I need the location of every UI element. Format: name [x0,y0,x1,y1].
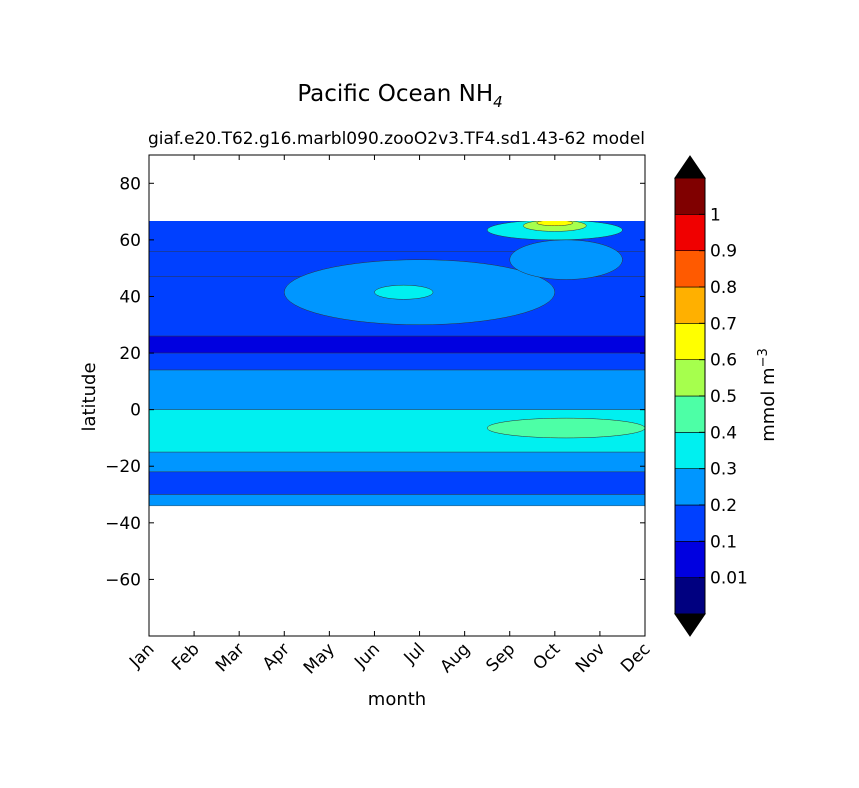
x-tick-label: Nov [572,639,610,677]
y-tick-label: 20 [119,344,141,364]
contour-patch [509,239,623,280]
plot-frame [148,154,646,637]
colorbar-segment [674,250,706,288]
colorbar-segment [674,177,706,215]
colorbar-tick-label: 0.8 [710,278,737,298]
contour-band [149,494,645,507]
contour-fields [149,221,645,507]
colorbar-segment [674,286,706,324]
y-tick-label: 60 [119,231,141,251]
colorbar-tick-label: 0.7 [710,314,737,334]
colorbar-tick-label: 0.01 [710,569,748,589]
colorbar: 0.01 0.1 0.2 0.3 0.4 0.5 0.6 0.7 0.8 0.9 1 [674,155,748,637]
colorbar-extend-min [674,613,706,637]
colorbar-segment [674,577,706,615]
colorbar-segment [674,395,706,433]
colorbar-tick-label: 0.5 [710,387,737,407]
x-tick-label: Jan [125,639,158,672]
y-tick-label: −40 [105,514,141,534]
x-tick-label: Aug [437,639,475,677]
x-tick-label: Jun [350,639,384,673]
colorbar-tick-label: 0.4 [710,423,737,443]
y-axis-label: latitude [79,362,100,431]
y-tick-label: 0 [130,401,141,421]
contour-patch [486,417,645,439]
colorbar-segment [674,541,706,578]
colorbar-tick-label: 1 [710,205,721,225]
plot-area: 80 60 40 20 0 −20 −40 −60 Jan Feb Mar Apr May Jun Jul… [105,154,655,678]
contour-band [149,451,645,473]
x-tick-label: May [300,639,339,678]
title-subscript: 4 [493,93,503,111]
y-tick-label: −60 [105,570,141,590]
colorbar-segment [674,214,706,251]
colorbar-tick-label: 0.6 [710,351,737,371]
colorbar-segment [674,432,706,469]
y-axis-ticks: 80 60 40 20 0 −20 −40 −60 [105,174,645,590]
contour-band [149,471,645,495]
chart-title: Pacific Ocean NH4 [297,81,502,111]
subtitle-left: giaf.e20.T62.g16.marbl090.zooO2v3.TF4.sd… [148,129,586,149]
colorbar-tick-label: 0.1 [710,532,737,552]
subtitle-right: model [592,129,645,149]
contour-patch [374,284,434,300]
contour-band [149,369,645,410]
colorbar-tick-label: 0.9 [710,242,737,262]
colorbar-label: mmol m−3 [756,348,779,442]
contour-patch [536,221,574,226]
colorbar-extend-max [674,155,706,179]
x-tick-label: Jul [400,639,429,668]
y-tick-label: 80 [119,174,141,194]
y-tick-label: −20 [105,457,141,477]
colorbar-segment [674,504,706,542]
x-tick-label: Dec [617,639,654,676]
x-tick-label: Sep [482,639,519,676]
y-tick-label: 40 [119,287,141,307]
colorbar-label-exponent: −3 [756,348,771,367]
colorbar-segment [674,359,706,397]
contour-band [149,352,645,371]
colorbar-segment [674,468,706,506]
colorbar-tick-label: 0.3 [710,460,737,480]
colorbar-segment [674,323,706,360]
x-tick-label: Mar [212,639,249,676]
x-axis-label: month [368,689,426,710]
x-tick-label: Feb [168,639,203,674]
colorbar-tick-label: 0.2 [710,496,737,516]
x-tick-label: Apr [259,639,294,674]
x-tick-label: Oct [529,639,564,674]
contour-band [149,335,645,354]
